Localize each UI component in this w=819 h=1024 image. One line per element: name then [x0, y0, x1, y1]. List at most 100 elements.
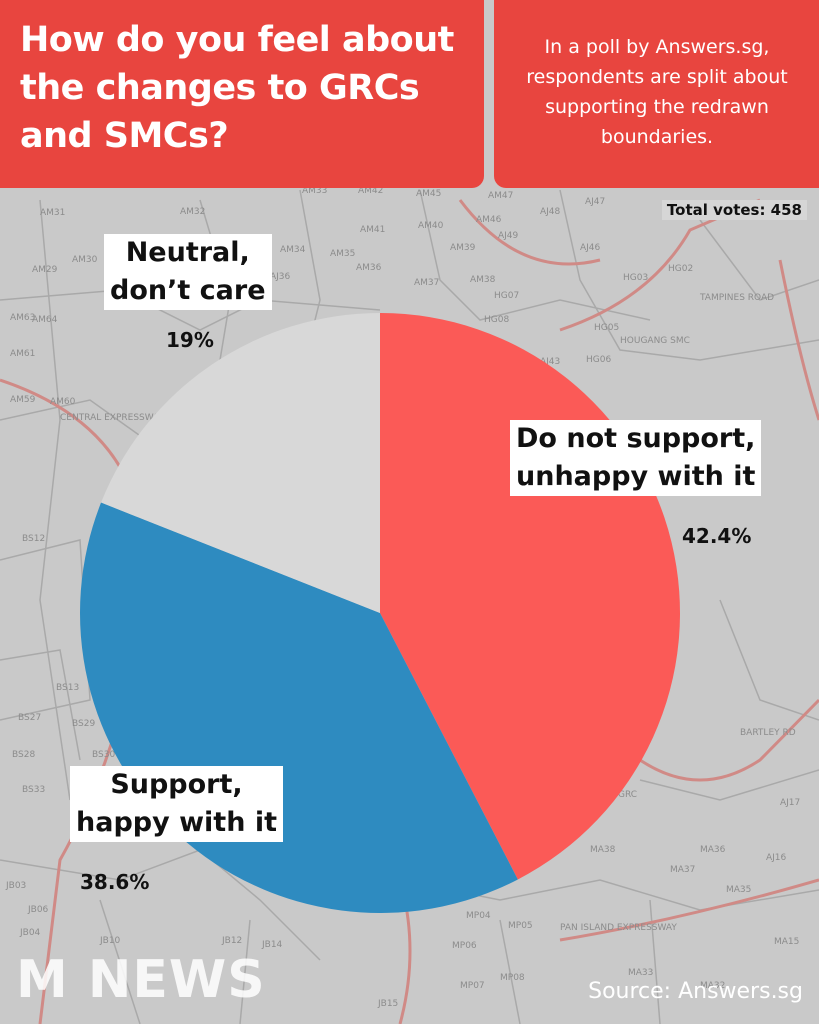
- map-label: AM47: [488, 191, 513, 201]
- pct-neutral: 19%: [166, 328, 214, 352]
- source-credit: Source: Answers.sg: [588, 979, 803, 1004]
- map-boundary-line: [239, 919, 251, 1024]
- map-label: AJ16: [766, 853, 787, 863]
- map-label: BS27: [18, 713, 41, 723]
- map-label: HG06: [586, 355, 611, 365]
- map-boundary-line: [559, 189, 819, 361]
- map-label: AM63: [10, 313, 35, 323]
- map-label: AM40: [418, 221, 444, 231]
- label-support-text: Support, happy with it: [76, 769, 277, 838]
- subtitle-text: In a poll by Answers.sg, respondents are…: [526, 36, 788, 148]
- map-label: JB06: [27, 905, 49, 915]
- map-label: HG07: [494, 291, 519, 301]
- label-not-support-text: Do not support, unhappy with it: [516, 423, 756, 492]
- map-label: JB14: [261, 940, 283, 950]
- map-label: BS29: [72, 719, 95, 729]
- map-boundary-line: [699, 219, 819, 301]
- map-label: BS30: [92, 750, 115, 760]
- map-label: HG08: [484, 315, 509, 325]
- map-label: AM34: [280, 245, 306, 255]
- map-label: AJ43: [540, 357, 560, 367]
- map-label: AM37: [414, 278, 439, 288]
- map-label: HG02: [668, 264, 693, 274]
- map-label: JB15: [377, 999, 398, 1009]
- map-label: HG05: [594, 323, 619, 333]
- map-label: AM32: [180, 207, 205, 217]
- map-label: JB03: [5, 881, 26, 891]
- map-boundary-line: [649, 899, 661, 1024]
- map-label: JB10: [99, 936, 121, 946]
- map-label: JB04: [19, 928, 41, 938]
- map-road: [559, 198, 761, 332]
- map-label: AM38: [470, 275, 496, 285]
- map-label: MP04: [466, 911, 491, 921]
- map-label: AM61: [10, 349, 35, 359]
- map-label: MP05: [508, 921, 533, 931]
- map-label: PAN ISLAND EXPRESSWAY: [560, 923, 677, 933]
- map-label: BS33: [22, 785, 45, 795]
- map-label: JB12: [221, 936, 242, 946]
- map-label: AJ46: [580, 243, 601, 253]
- subtitle-banner: In a poll by Answers.sg, respondents are…: [494, 0, 819, 188]
- map-boundary-line: [419, 189, 651, 321]
- map-label: AJ17: [780, 798, 800, 808]
- page-title: How do you feel about the changes to GRC…: [20, 20, 454, 156]
- map-label: AM39: [450, 243, 476, 253]
- map-label: CENTRAL EXPRESSWAY: [60, 413, 165, 423]
- map-label: MA33: [628, 968, 653, 978]
- slice-neutral: [101, 313, 380, 613]
- map-label: AJ47: [585, 197, 605, 207]
- map-label: MA35: [726, 885, 751, 895]
- map-label: AM64: [32, 315, 58, 325]
- map-label: MP08: [500, 973, 525, 983]
- map-road: [778, 259, 819, 421]
- map-label: GRC: [618, 790, 637, 800]
- map-label: BARTLEY RD: [740, 728, 796, 738]
- map-label: AM60: [50, 397, 76, 407]
- map-label: AM41: [360, 225, 385, 235]
- label-support: Support, happy with it: [70, 766, 283, 842]
- map-boundary-line: [0, 289, 381, 331]
- map-label: BS28: [12, 750, 35, 760]
- map-label: AM42: [358, 186, 383, 196]
- map-boundary-line: [499, 919, 521, 1024]
- map-label: MA32: [700, 981, 725, 991]
- pct-not-support: 42.4%: [682, 524, 752, 548]
- map-boundary-line: [0, 649, 81, 761]
- map-boundary-line: [39, 199, 71, 801]
- map-label: TAMPINES ROAD: [699, 293, 774, 303]
- label-not-support: Do not support, unhappy with it: [510, 420, 762, 496]
- brand-logo: M NEWS: [16, 950, 266, 1010]
- map-label: AM59: [10, 395, 36, 405]
- map-label: AM29: [32, 265, 58, 275]
- map-boundary-line: [639, 769, 819, 801]
- map-road: [559, 878, 819, 942]
- map-label: MA38: [590, 845, 616, 855]
- map-label: MA37: [670, 865, 695, 875]
- map-road: [639, 698, 819, 782]
- map-label: AJ48: [540, 207, 561, 217]
- map-label: AM46: [476, 215, 502, 225]
- map-label: AM35: [330, 249, 355, 259]
- map-label: MP07: [460, 981, 485, 991]
- map-label: HOUGANG SMC: [620, 336, 690, 346]
- label-neutral-text: Neutral, don’t care: [110, 237, 266, 306]
- map-boundary-line: [719, 599, 819, 721]
- map-label: AJ36: [270, 272, 291, 282]
- map-label: AM36: [356, 263, 382, 273]
- map-boundary-line: [99, 899, 141, 1024]
- map-label: AM33: [302, 186, 327, 196]
- title-banner: How do you feel about the changes to GRC…: [0, 0, 484, 188]
- map-label: MA36: [700, 845, 726, 855]
- map-road: [458, 199, 601, 266]
- map-label: AM30: [72, 255, 98, 265]
- map-label: BS12: [22, 534, 45, 544]
- map-label: BS13: [56, 683, 79, 693]
- pct-support: 38.6%: [80, 870, 150, 894]
- total-votes: Total votes: 458: [661, 200, 807, 220]
- map-label: MP06: [452, 941, 477, 951]
- map-label: HG03: [623, 273, 648, 283]
- map-label: AM31: [40, 208, 65, 218]
- label-neutral: Neutral, don’t care: [104, 234, 272, 310]
